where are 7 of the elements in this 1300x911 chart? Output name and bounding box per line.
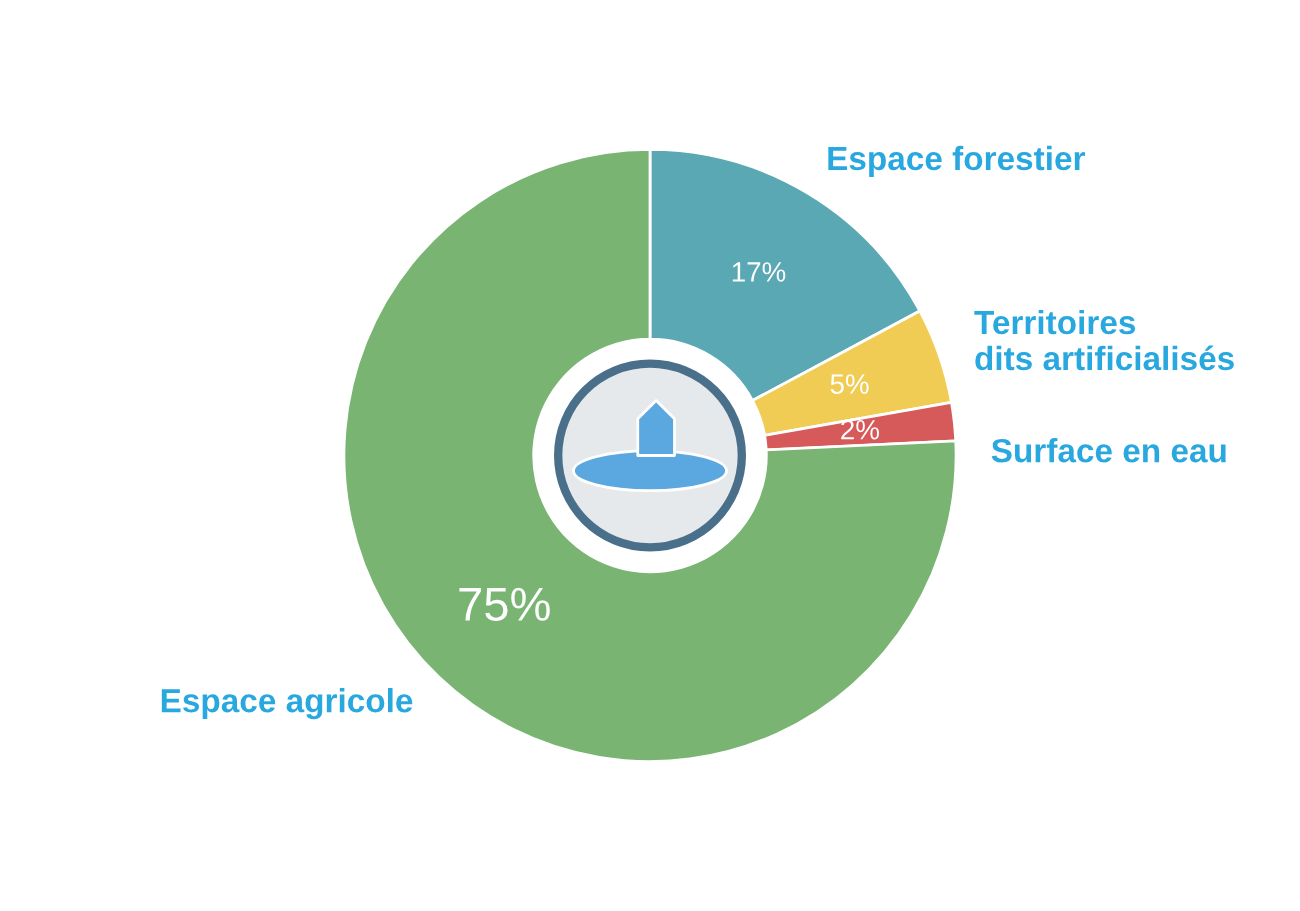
data-label: 5% — [830, 374, 869, 394]
data-label: 75% — [459, 587, 550, 622]
slice-label: Espace agricole — [161, 688, 413, 720]
slice-label: Surface en eau — [991, 438, 1226, 463]
slice-label: Territoires dits artificialisés — [974, 309, 1234, 371]
data-label: 17% — [732, 262, 786, 282]
slice-label: Espace forestier — [828, 145, 1085, 177]
